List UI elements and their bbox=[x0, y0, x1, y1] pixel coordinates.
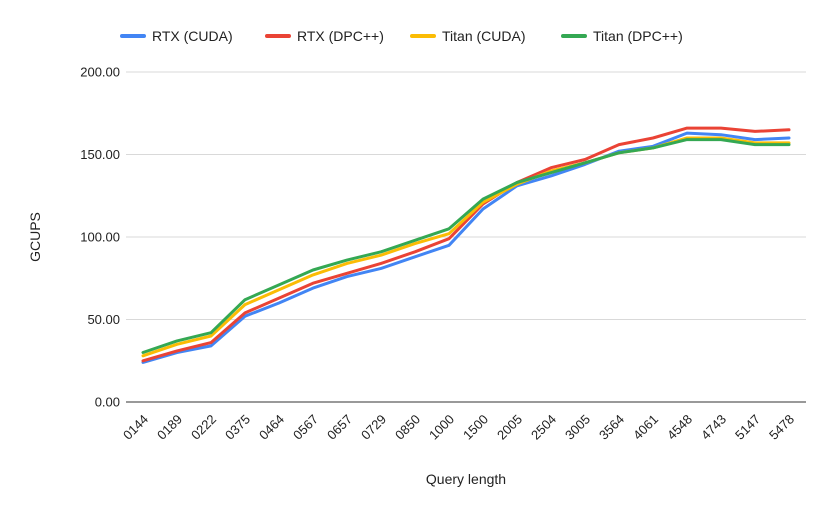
legend-label: Titan (DPC++) bbox=[593, 28, 683, 44]
x-tick-label: 0375 bbox=[222, 412, 253, 443]
x-tick-label: 3005 bbox=[562, 412, 593, 443]
y-axis-ticks: 0.00 50.00 100.00 150.00 200.00 bbox=[80, 65, 120, 410]
x-tick-label: 0567 bbox=[290, 412, 321, 443]
x-tick-label: 2504 bbox=[528, 412, 559, 443]
series-line-3 bbox=[141, 138, 791, 354]
y-tick-label: 200.00 bbox=[80, 65, 120, 80]
y-axis-title: GCUPS bbox=[27, 212, 43, 262]
x-tick-label: 0657 bbox=[324, 412, 355, 443]
x-tick-label: 1500 bbox=[460, 412, 491, 443]
legend-item-1: RTX (DPC++) bbox=[265, 28, 384, 44]
x-tick-label: 4743 bbox=[698, 412, 729, 443]
x-tick-label: 0222 bbox=[188, 412, 219, 443]
y-tick-label: 150.00 bbox=[80, 147, 120, 162]
legend-item-2: Titan (CUDA) bbox=[410, 28, 526, 44]
x-tick-label: 3564 bbox=[596, 412, 627, 443]
x-tick-label: 5478 bbox=[766, 412, 797, 443]
legend: RTX (CUDA) RTX (DPC++) Titan (CUDA) Titan (… bbox=[120, 28, 683, 44]
x-tick-label: 1000 bbox=[426, 412, 457, 443]
x-tick-label: 2005 bbox=[494, 412, 525, 443]
x-axis-title: Query length bbox=[426, 471, 506, 487]
y-tick-label: 100.00 bbox=[80, 230, 120, 245]
x-tick-label: 0850 bbox=[392, 412, 423, 443]
x-tick-label: 0189 bbox=[154, 412, 185, 443]
legend-label: RTX (CUDA) bbox=[152, 28, 233, 44]
series-lines bbox=[141, 126, 791, 364]
x-tick-label: 4061 bbox=[630, 412, 661, 443]
legend-label: RTX (DPC++) bbox=[297, 28, 384, 44]
x-tick-label: 5147 bbox=[732, 412, 763, 443]
x-tick-label: 0464 bbox=[256, 412, 287, 443]
legend-item-0: RTX (CUDA) bbox=[120, 28, 233, 44]
series-line-0 bbox=[141, 131, 791, 364]
legend-item-3: Titan (DPC++) bbox=[561, 28, 683, 44]
y-tick-label: 50.00 bbox=[87, 312, 120, 327]
series-line-2 bbox=[141, 136, 791, 358]
x-tick-label: 0729 bbox=[358, 412, 389, 443]
x-tick-label: 0144 bbox=[120, 412, 151, 443]
y-tick-label: 0.00 bbox=[95, 395, 120, 410]
gridlines bbox=[126, 71, 806, 403]
x-axis-ticks: 0144 0189 0222 0375 0464 0567 0657 0729 0850 1000… bbox=[120, 412, 797, 443]
legend-label: Titan (CUDA) bbox=[442, 28, 526, 44]
series-line-1 bbox=[141, 126, 791, 363]
x-tick-label: 4548 bbox=[664, 412, 695, 443]
